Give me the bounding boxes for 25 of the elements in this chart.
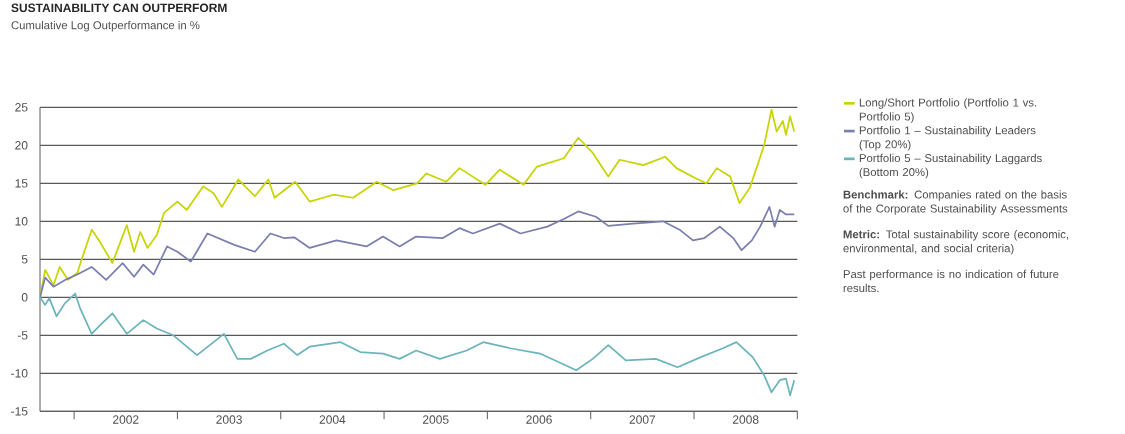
- legend-label: Long/Short Portfolio (Portfolio 1 vs. Portfolio 5): [859, 98, 1037, 123]
- chart-title: SUSTAINABILITY CAN OUTPERFORM: [11, 3, 227, 13]
- y-tick-label: -15: [11, 407, 28, 416]
- x-tick-label: 2004: [319, 415, 346, 424]
- legend-label: Portfolio 1 – Sustainability Leaders (Top 20%): [859, 126, 1036, 151]
- text: Past performance is no indication of future results.: [843, 269, 1059, 293]
- x-tick-label: 2003: [216, 415, 242, 424]
- y-tick-label: 5: [21, 255, 28, 264]
- y-tick-label: -5: [17, 331, 28, 340]
- x-tick-label: 2002: [113, 415, 139, 424]
- y-tick-label: -10: [11, 369, 28, 378]
- y-tick-label: 20: [15, 141, 28, 150]
- chart-subtitle: Cumulative Log Outperformance in %: [11, 20, 200, 32]
- x-tick-label: 2008: [732, 415, 759, 424]
- x-tick-label: 2006: [526, 415, 552, 424]
- y-tick-label: 0: [21, 293, 28, 302]
- legend-label: Portfolio 5 – Sustainability Laggards (Bottom 20%): [859, 153, 1042, 179]
- line-series: [40, 292, 796, 397]
- text: Metric: Total sustainability score (economic, environmental, and social criteria): [843, 230, 1068, 255]
- x-tick-label: 2007: [629, 415, 656, 424]
- y-tick-label: 15: [15, 179, 28, 188]
- y-tick-label: 10: [15, 217, 28, 226]
- x-tick-label: 2005: [422, 415, 449, 424]
- y-tick-label: 25: [15, 103, 28, 112]
- text: Benchmark: Companies rated on the basis of the Corporate Sustainability Assessments: [843, 190, 1068, 215]
